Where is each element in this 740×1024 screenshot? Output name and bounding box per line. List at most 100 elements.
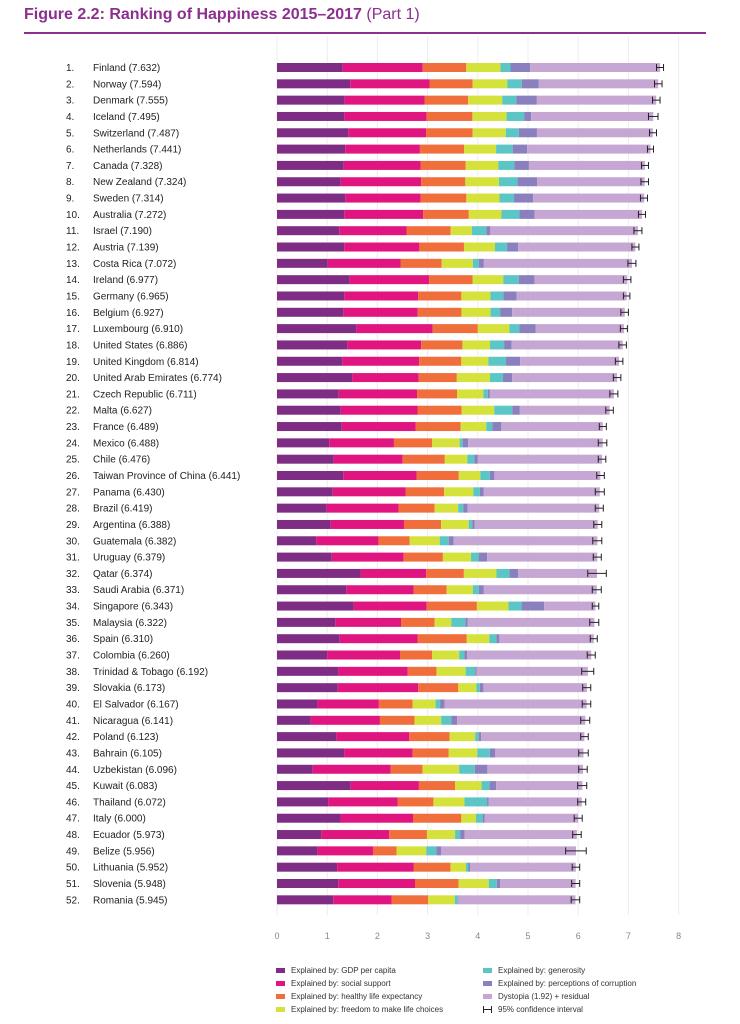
bar-segment-generosity <box>489 373 504 383</box>
bar-segment-gdp <box>277 95 345 105</box>
country-label: Germany (6.965) <box>93 291 169 302</box>
bar-segment-social <box>337 862 414 872</box>
country-rank: 30. <box>66 536 80 547</box>
bar-segment-dystopia <box>484 813 579 823</box>
bar-segment-freedom <box>441 258 473 268</box>
figure-title: Figure 2.2: Ranking of Happiness 2015–20… <box>24 6 420 24</box>
bar-segment-social <box>353 601 427 611</box>
bar-segment-health <box>393 438 433 448</box>
country-rank: 37. <box>66 651 80 662</box>
bar-segment-freedom <box>448 748 478 758</box>
bar-segment-dystopia <box>544 601 596 611</box>
country-rank: 12. <box>66 243 80 254</box>
bar-segment-dystopia <box>501 422 603 432</box>
bar-segment-dystopia <box>470 862 576 872</box>
bar-segment-freedom <box>461 356 489 366</box>
bar-segment-gdp <box>277 895 334 905</box>
bar-segment-corruption <box>496 879 501 888</box>
bar-segment-social <box>345 144 420 154</box>
bar-segment-corruption <box>510 63 531 72</box>
bar-segment-generosity <box>454 895 458 905</box>
bar-segment-health <box>418 373 457 383</box>
bar-segment-dystopia <box>535 324 624 334</box>
bar-segment-health <box>397 797 434 807</box>
legend-dystopia-swatch <box>483 994 492 1000</box>
bar-segment-gdp <box>277 666 339 676</box>
bar-segment-gdp <box>277 405 341 415</box>
bar-segment-health <box>421 340 463 350</box>
bar-segment-health <box>423 209 469 219</box>
legend-health-swatch <box>276 994 285 1000</box>
bar-segment-corruption <box>479 683 484 693</box>
bar-segment-social <box>344 209 424 219</box>
country-label: Nicaragua (6.141) <box>93 716 173 727</box>
bar-segment-social <box>343 307 418 317</box>
country-rank: 33. <box>66 585 80 596</box>
bar-segment-generosity <box>473 487 480 497</box>
bar-segment-dystopia <box>511 340 623 350</box>
country-label: Netherlands (7.441) <box>93 145 181 156</box>
bar-segment-dystopia <box>537 177 645 187</box>
bar-segment-dystopia <box>483 487 600 497</box>
bar-segment-generosity <box>483 389 488 399</box>
bar-segment-gdp <box>277 732 337 742</box>
bar-segment-gdp <box>277 552 332 562</box>
legend-generosity-label: Explained by: generosity <box>498 966 586 975</box>
bar-segment-gdp <box>277 764 313 774</box>
bar-segment-corruption <box>474 454 478 464</box>
bar-segment-social <box>356 324 433 334</box>
bar-segment-gdp <box>277 422 342 432</box>
bar-segment-freedom <box>463 242 496 252</box>
bar-segment-dystopia <box>457 715 586 725</box>
bar-segment-health <box>424 95 469 105</box>
legend-dystopia-label: Dystopia (1.92) + residual <box>498 992 590 1001</box>
bar-segment-dystopia <box>464 830 577 840</box>
bar-segment-generosity <box>459 764 475 774</box>
bar-segment-generosity <box>500 63 511 72</box>
bar-segment-dystopia <box>488 797 582 807</box>
country-label: France (6.489) <box>93 422 159 433</box>
bar-segment-corruption <box>489 781 497 791</box>
bar-segment-gdp <box>277 177 341 187</box>
bar-segment-dystopia <box>531 111 654 121</box>
country-label: Singapore (6.343) <box>93 602 173 613</box>
bar-segment-freedom <box>456 373 490 383</box>
bar-segment-gdp <box>277 536 317 546</box>
bar-segment-generosity <box>494 405 513 415</box>
bar-segment-dystopia <box>476 666 588 676</box>
bar-segment-corruption <box>506 356 521 366</box>
bar-segment-health <box>413 862 451 872</box>
country-label: Austria (7.139) <box>93 243 159 254</box>
bar-segment-freedom <box>449 732 476 742</box>
bar-segment-freedom <box>463 568 497 578</box>
bar-segment-dystopia <box>467 503 600 513</box>
bar-segment-gdp <box>277 862 338 872</box>
country-label: Panama (6.430) <box>93 487 165 498</box>
bar-segment-freedom <box>458 471 481 480</box>
country-rank: 50. <box>66 863 80 874</box>
bar-segment-corruption <box>512 405 520 415</box>
bar-segment-generosity <box>481 781 490 791</box>
bar-segment-health <box>418 291 462 301</box>
bar-segment-dystopia <box>483 585 597 595</box>
bar-segment-social <box>332 487 406 497</box>
country-label: Qatar (6.374) <box>93 569 152 580</box>
country-label: Uzbekistan (6.096) <box>93 765 177 776</box>
country-rank: 29. <box>66 520 80 531</box>
country-label: Norway (7.594) <box>93 79 161 90</box>
bar-segment-health <box>419 242 464 252</box>
bar-segment-dystopia <box>528 160 645 170</box>
country-rank: 38. <box>66 667 80 678</box>
legend-health: Explained by: healthy life expectancy <box>276 992 422 1001</box>
country-label: Taiwan Province of China (6.441) <box>93 471 240 482</box>
bar-segment-dystopia <box>512 307 625 317</box>
bar-segment-freedom <box>460 422 487 432</box>
bar-segment-social <box>340 813 413 823</box>
country-label: Belgium (6.927) <box>93 308 164 319</box>
bar-segment-corruption <box>457 895 459 905</box>
bar-segment-dystopia <box>496 781 583 791</box>
bar-segment-dystopia <box>518 242 636 252</box>
bar-segment-generosity <box>501 209 520 219</box>
bar-segment-dystopia <box>527 144 651 154</box>
